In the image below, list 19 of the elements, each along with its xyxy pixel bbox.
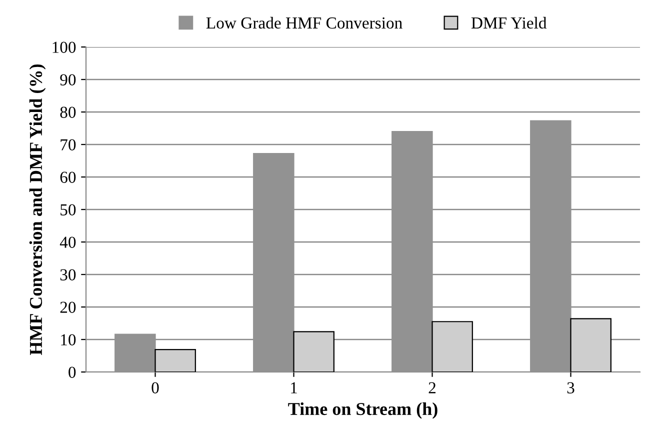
x-tick-label: 3	[567, 382, 574, 394]
y-tick-label: 90	[60, 74, 76, 86]
y-tick-label: 10	[61, 334, 76, 346]
y-tick-label: 60	[60, 172, 76, 183]
x-tick-label: 2	[428, 382, 436, 394]
x-tick-label: 1	[291, 382, 297, 394]
y-tick-label: 100	[52, 42, 76, 53]
legend-label: DMF Yield	[471, 16, 547, 29]
y-tick-label: 0	[68, 366, 76, 378]
y-tick-label: 20	[60, 302, 76, 313]
x-tick-label: 0	[152, 382, 159, 394]
y-axis-title: HMF Conversion and DMF Yield (%)	[29, 64, 46, 356]
y-tick-label: 80	[60, 106, 76, 118]
y-tick-label: 30	[60, 269, 76, 280]
x-axis-title: Time on Stream (h)	[288, 402, 438, 419]
legend-label: Low Grade HMF Conversion	[206, 16, 402, 29]
y-tick-label: 40	[60, 236, 76, 248]
y-tick-label: 70	[60, 139, 76, 150]
y-tick-label: 50	[60, 204, 76, 216]
